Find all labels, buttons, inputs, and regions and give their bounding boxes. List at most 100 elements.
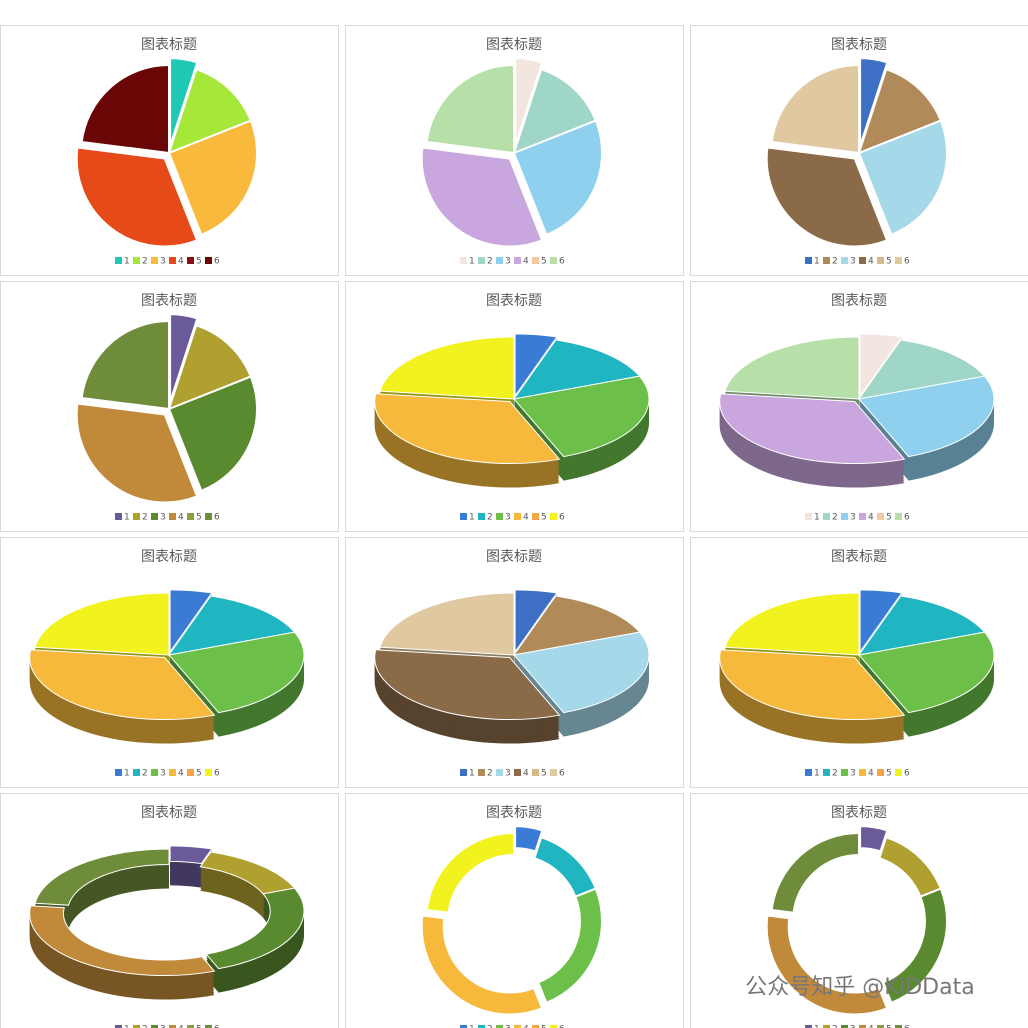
legend-label: 4 [868, 769, 874, 779]
slice [512, 119, 603, 237]
legend-swatch [877, 1025, 884, 1028]
legend-label: 4 [178, 769, 184, 779]
slice [770, 831, 860, 914]
slice [513, 631, 650, 714]
legend-label: 4 [523, 513, 529, 523]
legend-swatch [169, 513, 176, 520]
chart-title: 图表标题 [831, 805, 887, 821]
legend-swatch [151, 1025, 158, 1028]
legend-label: 3 [505, 1025, 511, 1028]
legend-swatch [478, 769, 485, 776]
chart: 图表标题 1 2 3 4 5 6 [0, 793, 339, 1028]
legend-swatch [841, 513, 848, 520]
slice [169, 845, 213, 865]
legend-swatch [115, 257, 122, 264]
legend-label: 3 [505, 513, 511, 523]
slice [75, 402, 199, 504]
legend-label: 5 [886, 769, 892, 779]
slice [168, 631, 305, 714]
slice [169, 57, 199, 147]
slice [765, 146, 889, 248]
slice [512, 68, 598, 155]
slice [167, 324, 253, 411]
legend-swatch [823, 513, 830, 520]
legend-label: 2 [832, 1025, 838, 1028]
slice [425, 831, 515, 914]
legend-label: 5 [196, 769, 202, 779]
legend-label: 1 [469, 1025, 475, 1028]
watermark: 公众号知乎 @KIDData [745, 975, 974, 1000]
slice [859, 825, 889, 853]
legend-swatch [151, 257, 158, 264]
slice [425, 63, 515, 155]
legend-swatch [169, 769, 176, 776]
legend-label: 5 [541, 1025, 547, 1028]
legend-label: 4 [178, 1025, 184, 1028]
legend-label: 6 [904, 257, 910, 267]
slice [75, 146, 199, 248]
slice [857, 68, 943, 155]
slice [719, 649, 906, 721]
legend-label: 3 [850, 769, 856, 779]
legend-swatch [460, 1025, 467, 1028]
chart: 图表标题 1 2 3 4 5 6 [0, 537, 339, 788]
legend-label: 6 [559, 769, 565, 779]
slice [29, 649, 216, 721]
legend-swatch [496, 769, 503, 776]
chart-title: 图表标题 [141, 549, 197, 565]
legend-label: 6 [559, 1025, 565, 1028]
legend-swatch [496, 257, 503, 264]
legend-swatch [514, 257, 521, 264]
legend-swatch [187, 257, 194, 264]
legend-swatch [895, 769, 902, 776]
legend-swatch [187, 513, 194, 520]
slice [724, 592, 860, 656]
slice [420, 914, 544, 1016]
chart-title: 图表标题 [831, 37, 887, 53]
legend-swatch [133, 257, 140, 264]
legend-label: 4 [523, 1025, 529, 1028]
legend-swatch [895, 513, 902, 520]
legend-swatch [550, 769, 557, 776]
legend-label: 3 [160, 257, 166, 267]
legend-label: 6 [214, 1025, 220, 1028]
legend-swatch [823, 257, 830, 264]
legend-label: 6 [904, 769, 910, 779]
legend-swatch [877, 769, 884, 776]
legend-label: 3 [160, 769, 166, 779]
legend-swatch [115, 1025, 122, 1028]
legend-swatch [532, 257, 539, 264]
slice [857, 595, 986, 656]
legend-label: 4 [868, 1025, 874, 1028]
legend-swatch [532, 769, 539, 776]
legend-label: 2 [832, 257, 838, 267]
legend-swatch [151, 769, 158, 776]
legend-label: 3 [850, 1025, 856, 1028]
legend-label: 2 [487, 257, 493, 267]
slice [859, 57, 889, 147]
chart: 图表标题 1 2 3 4 5 6 [690, 537, 1028, 788]
legend-label: 1 [814, 1025, 820, 1028]
legend-swatch [895, 1025, 902, 1028]
legend-label: 6 [904, 513, 910, 523]
legend-swatch [805, 769, 812, 776]
legend-swatch [805, 513, 812, 520]
slice [770, 63, 860, 155]
legend-label: 2 [142, 513, 148, 523]
legend-label: 2 [832, 513, 838, 523]
slice [513, 375, 650, 458]
legend-swatch [841, 1025, 848, 1028]
chart-title: 图表标题 [486, 805, 542, 821]
legend-label: 1 [124, 513, 130, 523]
slice [34, 592, 170, 656]
legend-swatch [877, 257, 884, 264]
chart-title: 图表标题 [141, 293, 197, 309]
legend-label: 1 [124, 1025, 130, 1028]
legend-label: 3 [160, 1025, 166, 1028]
legend-label: 4 [178, 257, 184, 267]
legend-label: 6 [559, 513, 565, 523]
legend-label: 2 [142, 257, 148, 267]
legend-swatch [895, 257, 902, 264]
legend-swatch [460, 513, 467, 520]
legend-label: 6 [214, 257, 220, 267]
